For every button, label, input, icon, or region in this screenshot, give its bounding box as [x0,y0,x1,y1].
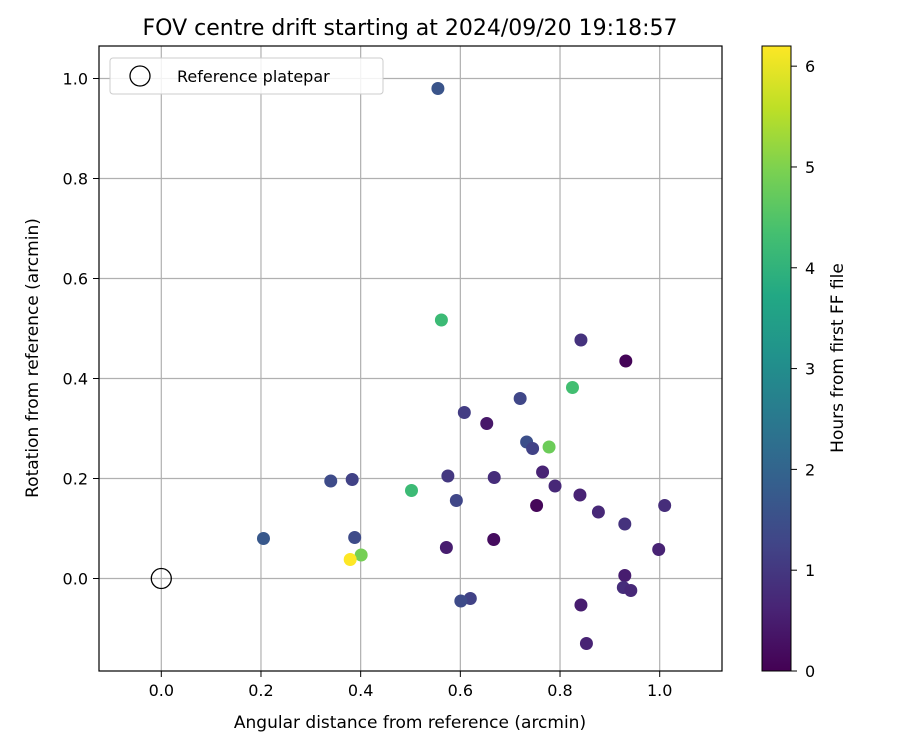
x-tick-label: 0.4 [348,681,373,700]
data-point [345,473,359,486]
data-point [480,417,494,430]
colorbar-tick-label: 1 [805,561,815,580]
data-point [652,543,666,556]
data-point [434,313,448,327]
y-tick-label: 0.8 [63,170,88,189]
data-point [449,494,463,507]
y-tick-label: 0.6 [63,270,88,289]
legend: Reference platepar [109,57,384,95]
data-point [457,406,471,419]
data-point [565,381,579,394]
data-point [542,440,556,454]
data-point [591,505,605,519]
data-point [454,594,468,608]
data-point [354,548,368,562]
data-point [579,637,593,650]
plot-frame [98,45,723,672]
reference-platepar-marker [150,567,172,590]
chart-title: FOV centre drift starting at 2024/09/20 … [143,16,678,41]
data-point [348,531,362,544]
colorbar-tick-label: 5 [805,158,815,177]
data-point [526,442,540,455]
data-point [439,541,453,554]
x-tick-label: 0.8 [547,681,572,700]
legend-marker-reference [129,65,151,87]
colorbar-tick-label: 4 [805,259,815,278]
colorbar-tick-label: 2 [805,460,815,479]
legend-box [109,57,384,95]
data-point [619,354,633,368]
colorbar: 0 1 2 3 4 5 6 Hours from first FF file [761,45,848,681]
data-point [574,333,588,347]
colorbar-ticks: 0 1 2 3 4 5 6 [791,57,815,681]
colorbar-gradient [761,45,792,672]
colorbar-tick-label: 6 [805,57,815,76]
data-point [624,584,638,597]
data-point [530,499,544,512]
data-point [256,532,270,545]
data-point [536,465,550,479]
y-tick-label: 0.4 [63,370,88,389]
colorbar-tick-label: 0 [805,662,815,681]
x-tick-label: 0.0 [149,681,174,700]
data-point [404,484,418,497]
y-axis-label: Rotation from reference (arcmin) [23,218,43,498]
legend-label-reference: Reference platepar [177,67,330,86]
x-tick-label: 0.2 [248,681,273,700]
data-point [548,479,562,493]
data-point [513,392,527,405]
y-tick-label: 0.2 [63,470,88,489]
data-point [431,82,445,95]
colorbar-label: Hours from first FF file [828,263,848,453]
data-point [658,499,672,512]
data-point [324,474,338,488]
x-axis-ticks: 0.0 0.2 0.4 0.6 0.8 1.0 [149,671,672,700]
data-point [574,598,588,612]
data-point [441,469,455,483]
data-point [618,569,632,582]
y-axis-ticks: 0.0 0.2 0.4 0.6 0.8 1.0 [63,70,99,589]
data-point [573,488,587,502]
y-tick-label: 1.0 [63,70,88,89]
data-point [487,533,501,546]
data-point [487,471,501,484]
x-tick-label: 0.6 [448,681,473,700]
data-point [343,553,357,566]
colorbar-tick-label: 3 [805,360,815,379]
x-axis-label: Angular distance from reference (arcmin) [234,713,586,733]
data-points [150,82,672,650]
data-point [618,517,632,531]
y-tick-label: 0.0 [63,570,88,589]
x-tick-label: 1.0 [647,681,672,700]
